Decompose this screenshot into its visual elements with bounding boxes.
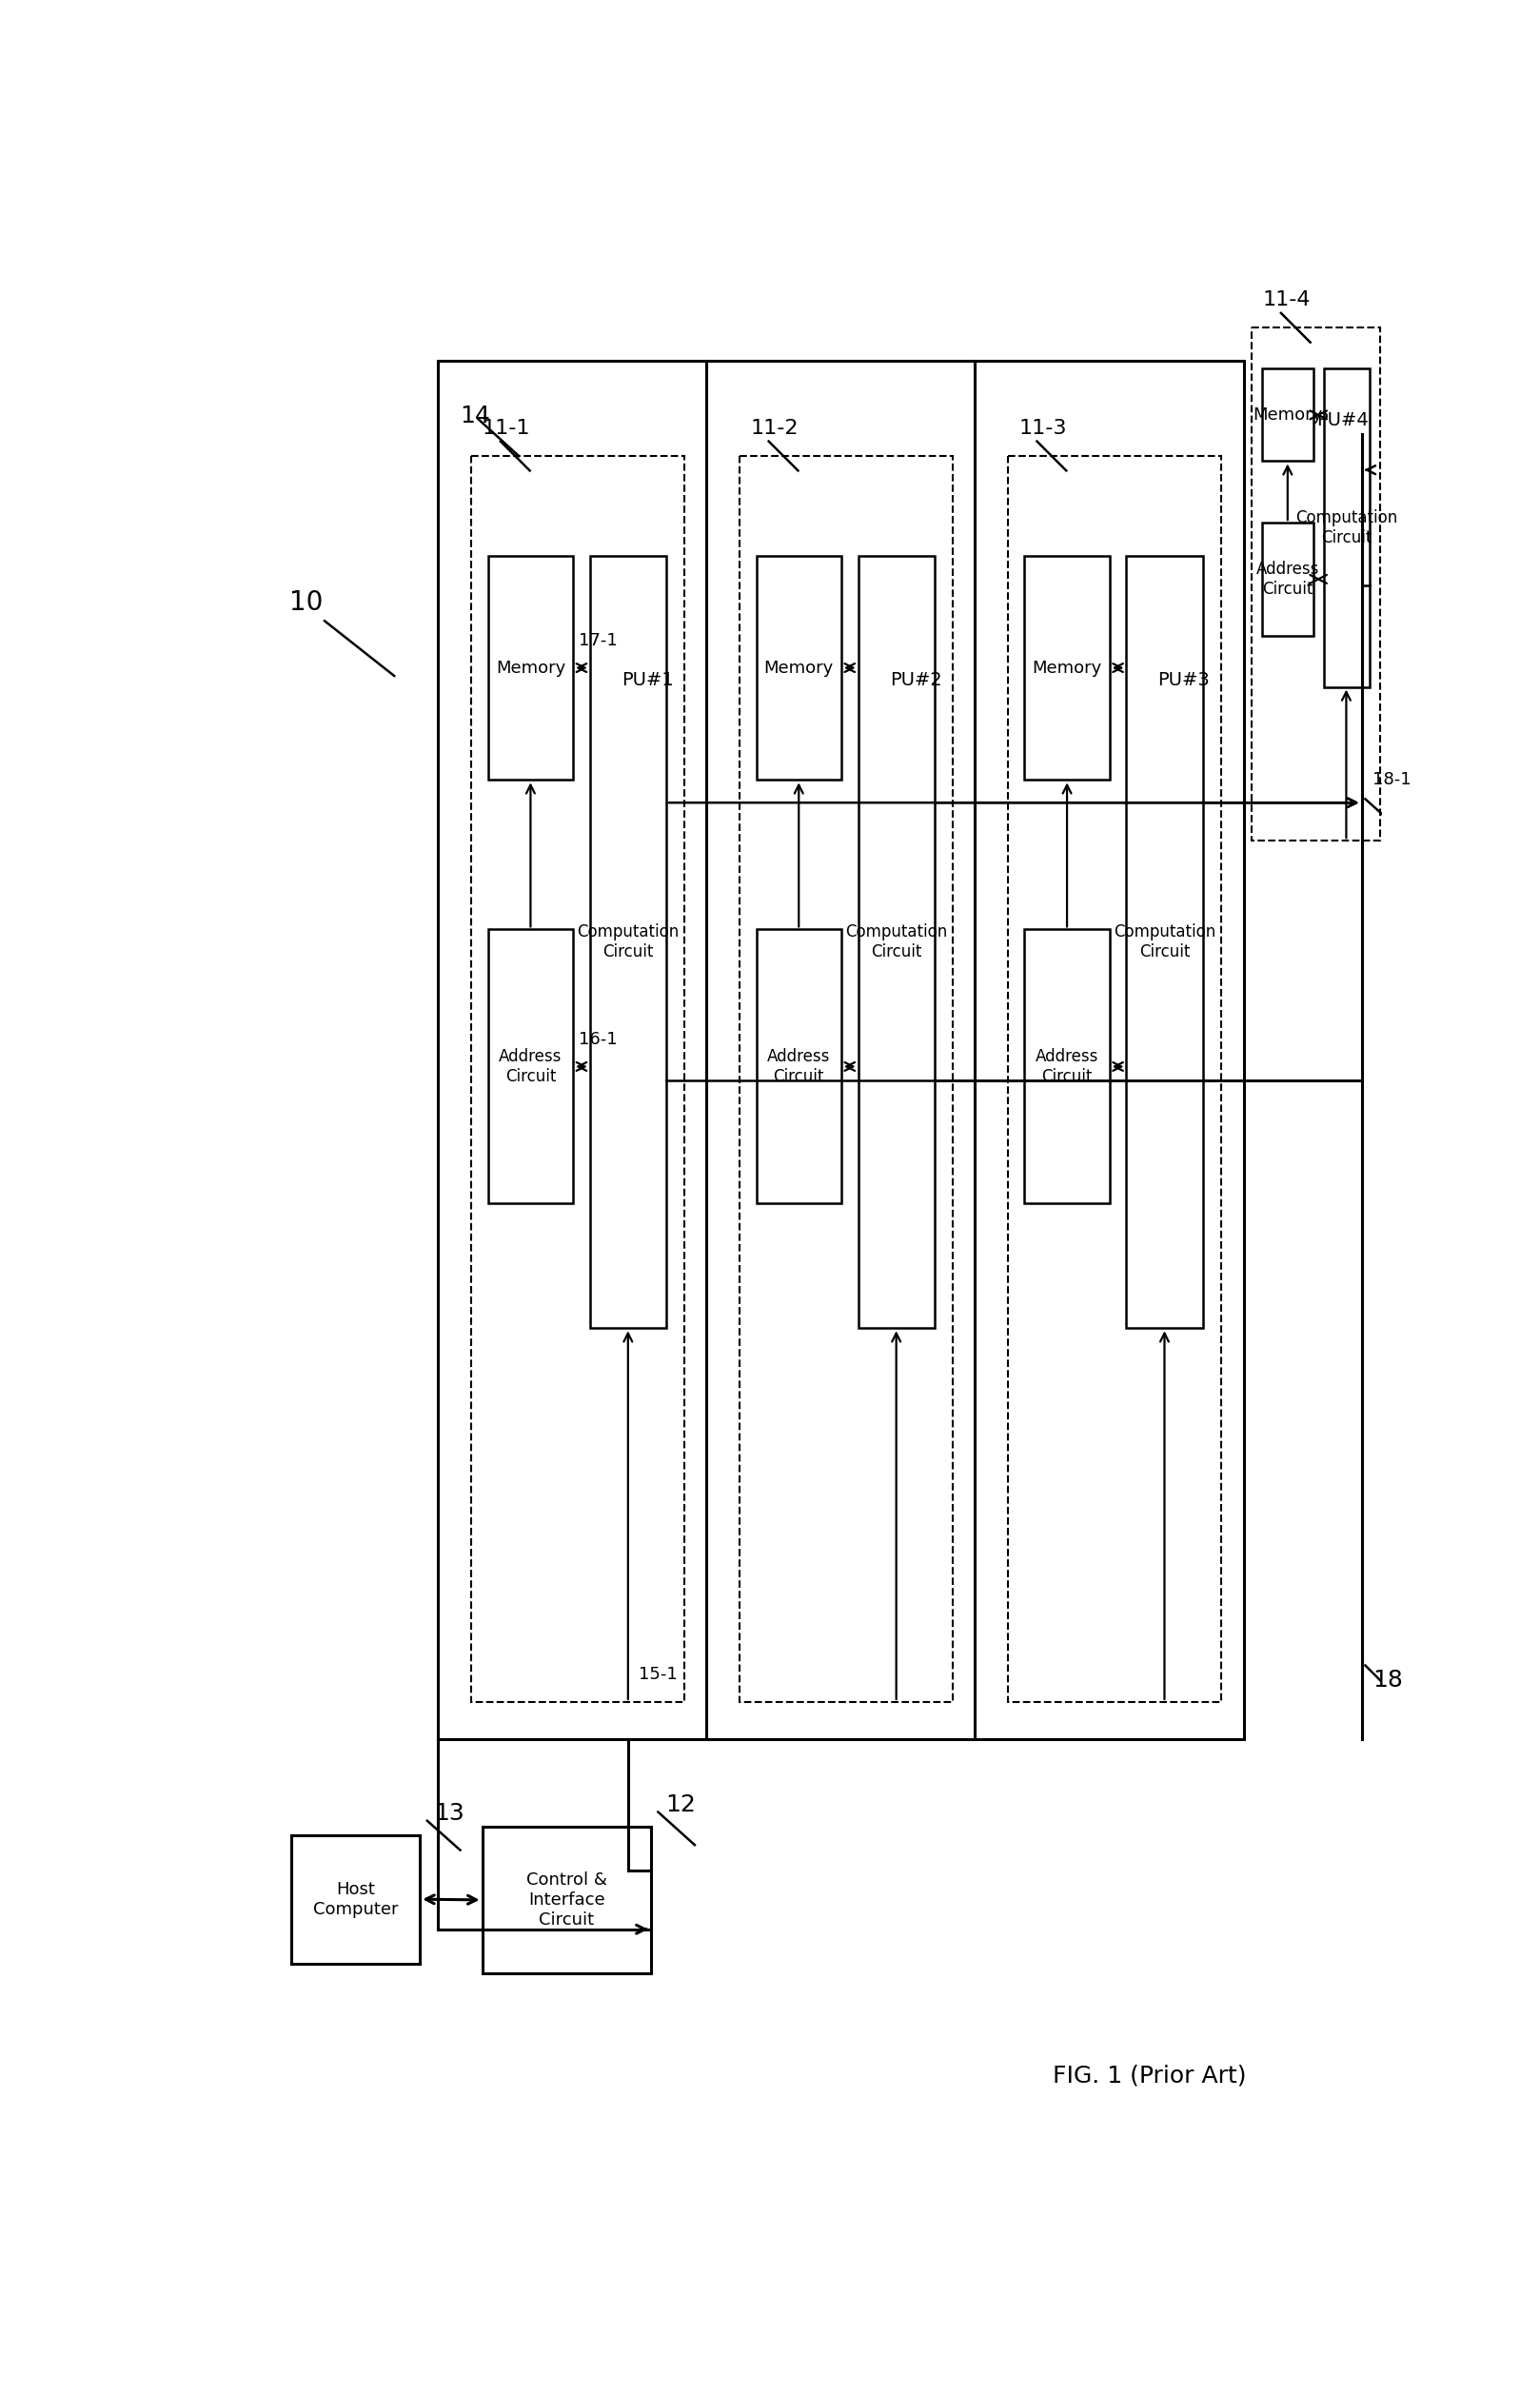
Text: PU#4: PU#4 xyxy=(1317,412,1369,429)
Text: 10: 10 xyxy=(290,589,323,616)
Bar xyxy=(1323,369,1369,687)
Bar xyxy=(488,556,573,781)
Text: Host
Computer: Host Computer xyxy=(313,1880,397,1918)
Text: 18: 18 xyxy=(1372,1669,1403,1691)
Text: Memory: Memory xyxy=(1252,407,1323,424)
Text: Computation
Circuit: Computation Circuit xyxy=(1113,924,1215,960)
Text: 11-2: 11-2 xyxy=(750,419,798,438)
Text: 11-1: 11-1 xyxy=(482,419,530,438)
Bar xyxy=(590,556,667,1329)
Bar xyxy=(858,556,935,1329)
Bar xyxy=(1024,929,1109,1205)
Text: Memory: Memory xyxy=(1032,659,1103,675)
Bar xyxy=(488,929,573,1205)
Bar xyxy=(756,929,841,1205)
Bar xyxy=(482,1827,651,1973)
Text: 16-1: 16-1 xyxy=(579,1032,618,1049)
Bar xyxy=(739,455,953,1703)
Text: Address
Circuit: Address Circuit xyxy=(1035,1049,1098,1085)
Text: Address
Circuit: Address Circuit xyxy=(1257,560,1320,599)
Text: 14: 14 xyxy=(460,405,491,429)
Text: Memory: Memory xyxy=(496,659,565,675)
Bar xyxy=(1126,556,1203,1329)
Bar xyxy=(756,556,841,781)
Text: PU#1: PU#1 xyxy=(621,671,673,690)
Text: FIG. 1 (Prior Art): FIG. 1 (Prior Art) xyxy=(1052,2064,1246,2088)
Bar xyxy=(1261,522,1314,635)
Text: Memory: Memory xyxy=(764,659,833,675)
Text: 11-3: 11-3 xyxy=(1018,419,1067,438)
Text: Computation
Circuit: Computation Circuit xyxy=(845,924,947,960)
Text: Computation
Circuit: Computation Circuit xyxy=(1295,510,1397,546)
Bar xyxy=(439,362,1244,1739)
Bar xyxy=(1024,556,1109,781)
Text: 18-1: 18-1 xyxy=(1372,771,1411,788)
Text: 12: 12 xyxy=(665,1794,696,1815)
Bar xyxy=(1252,328,1380,841)
Text: Address
Circuit: Address Circuit xyxy=(767,1049,830,1085)
Bar xyxy=(291,1835,420,1964)
Bar xyxy=(471,455,684,1703)
Text: 13: 13 xyxy=(434,1801,465,1825)
Bar xyxy=(1007,455,1221,1703)
Text: Computation
Circuit: Computation Circuit xyxy=(578,924,679,960)
Text: Control &
Interface
Circuit: Control & Interface Circuit xyxy=(527,1870,607,1928)
Text: 11-4: 11-4 xyxy=(1263,290,1311,309)
Text: Address
Circuit: Address Circuit xyxy=(499,1049,562,1085)
Text: PU#2: PU#2 xyxy=(890,671,941,690)
Text: 17-1: 17-1 xyxy=(579,632,618,649)
Text: 15-1: 15-1 xyxy=(639,1665,678,1684)
Text: PU#3: PU#3 xyxy=(1158,671,1210,690)
Bar xyxy=(1261,369,1314,462)
